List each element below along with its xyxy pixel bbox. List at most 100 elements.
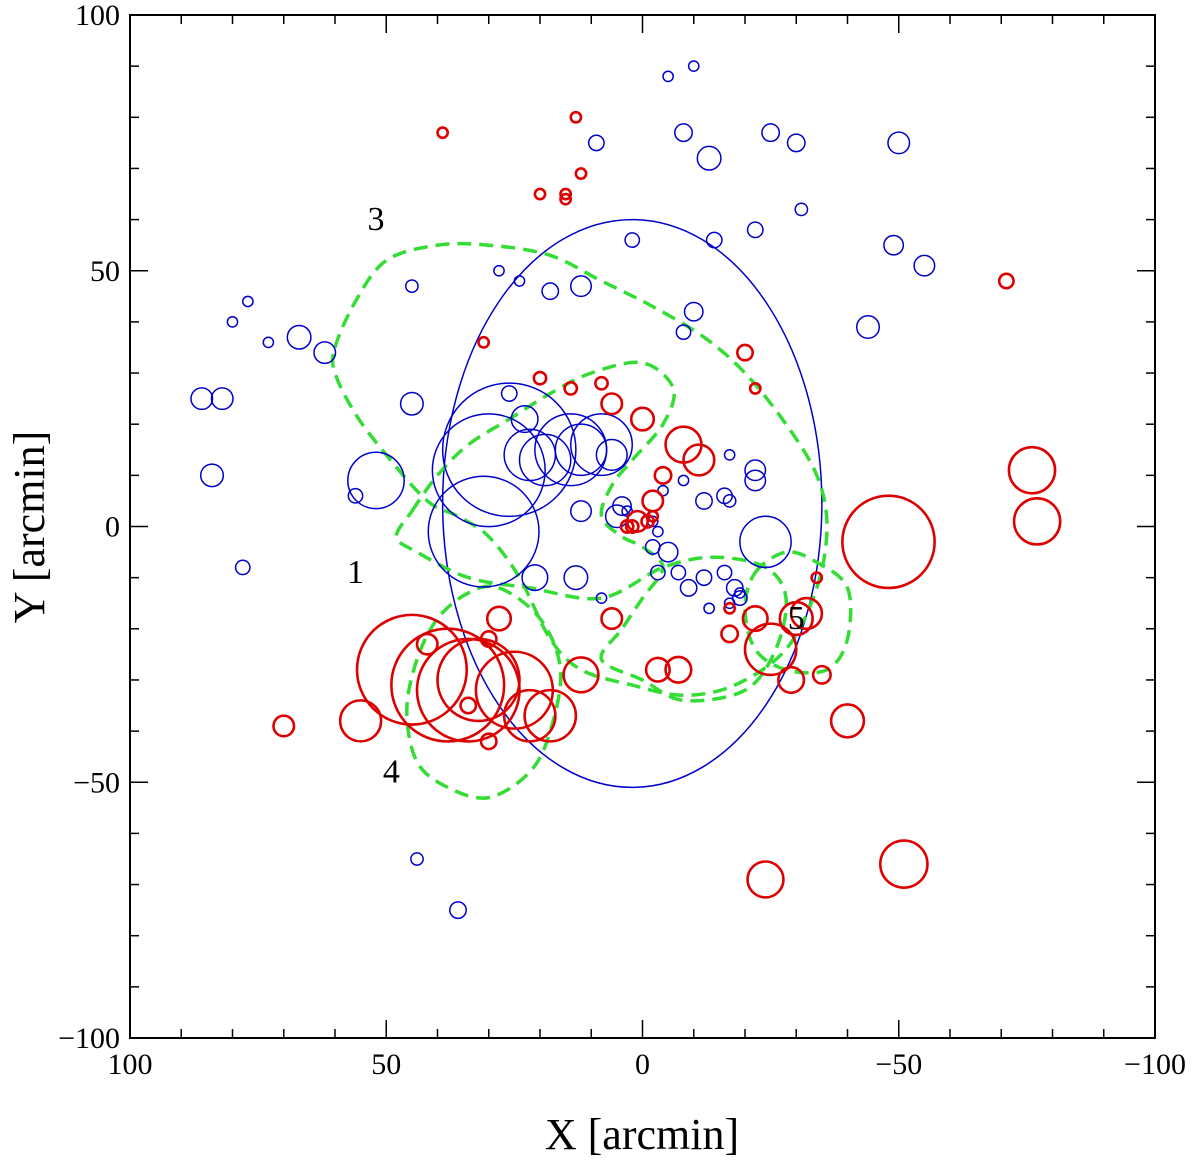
red-source-circle [629, 406, 656, 432]
red-source-circle [355, 613, 469, 726]
red-source-circle [1007, 445, 1057, 495]
region-label-4: 4 [383, 753, 400, 790]
y-tick-label: 100 [75, 0, 120, 32]
cluster-boundary [441, 218, 823, 789]
blue-source-circle [541, 282, 560, 301]
y-axis-title: Y [arcmin] [5, 431, 54, 624]
blue-source-circle [242, 295, 254, 308]
blue-source-circle [855, 314, 881, 340]
red-source-circle [594, 375, 609, 391]
red-source-circle [741, 604, 769, 633]
red-source-circle [532, 370, 548, 386]
blue-source-circle [786, 133, 806, 153]
blue-source-circle [744, 459, 767, 482]
red-source-circle [485, 605, 513, 632]
blue-source-circle [649, 564, 666, 581]
blue-source-circle [725, 578, 744, 597]
red-source-circle [600, 392, 624, 416]
red-source-circle [459, 696, 478, 715]
blue-source-circle [677, 474, 690, 487]
blue-source-circle [683, 301, 704, 322]
red-source-circle [748, 381, 762, 395]
blue-source-circle [695, 491, 713, 510]
blue-source-circle [226, 316, 239, 328]
red-source-circle [723, 601, 737, 615]
red-source-circle [436, 126, 450, 140]
red-source-circle [736, 343, 754, 362]
red-source-circle [811, 664, 832, 685]
red-source-circle [619, 519, 635, 534]
blue-source-circle [510, 405, 539, 434]
red-source-circle [644, 656, 671, 683]
blue-source-circle [503, 428, 557, 482]
red-source-circle [878, 839, 929, 889]
region-4-contour [405, 584, 563, 800]
blue-source-circle [705, 231, 723, 249]
blue-source-circle [199, 463, 225, 488]
labels-layer: 3 1 4 5 [347, 201, 805, 790]
red-source-circle [600, 607, 624, 631]
y-tick-label: −100 [58, 1022, 120, 1055]
y-tick-label: −50 [73, 766, 120, 799]
blue-source-circle [554, 423, 608, 477]
blue-source-circle [883, 234, 905, 256]
blue-source-circle [716, 487, 733, 505]
blue-source-circle [518, 433, 572, 487]
blue-source-circle [731, 590, 748, 607]
red-source-circle [502, 688, 557, 743]
blue-source-circle [887, 131, 911, 155]
blue-source-circle [744, 469, 767, 492]
blue-source-circle [723, 597, 736, 610]
red-source-circle [829, 703, 866, 739]
red-source-circle [562, 656, 600, 694]
red-source-circle [563, 380, 579, 396]
blue-source-circle [687, 60, 700, 73]
red-source-circle [746, 860, 785, 899]
blue-source-circle [716, 564, 733, 581]
contour-layer [330, 241, 853, 800]
blue-source-circle [723, 449, 736, 461]
x-tick-label: 50 [371, 1048, 401, 1081]
blue-source-circle [662, 70, 674, 83]
blue-source-circle [570, 413, 633, 477]
blue-source-circle [913, 254, 936, 277]
x-axis-title: X [arcmin] [545, 1110, 739, 1159]
blue-source-circle [696, 145, 722, 171]
blue-source-circle [521, 564, 549, 592]
red-source-circle [664, 655, 693, 684]
blue-source-circle [190, 387, 214, 411]
region-3-contour [330, 241, 829, 698]
x-tick-label: −50 [875, 1048, 922, 1081]
blue-source-circle [624, 232, 641, 248]
blue-source-circle [734, 587, 746, 599]
blue-source-circle [404, 279, 419, 293]
blue-source-circle [670, 564, 687, 581]
red-source-circle [653, 465, 673, 485]
red-source-circle [574, 167, 588, 180]
blue-source-circle [500, 385, 518, 402]
red-source-circle [523, 688, 578, 743]
blue-source-circle [674, 123, 693, 143]
blue-source-circle [347, 451, 405, 510]
red-source-circle [789, 596, 824, 631]
blue-source-circle [431, 413, 546, 528]
blue-source-circle [695, 569, 713, 587]
blue-source-circle [493, 264, 505, 277]
blue-source-circle [761, 123, 781, 143]
blue-source-circle [347, 487, 364, 504]
red-source-circle [997, 272, 1015, 290]
red-source-circle [479, 732, 498, 751]
blue-source-circle [399, 391, 424, 416]
red-source-circle [720, 624, 740, 644]
blue-source-circle [570, 275, 592, 298]
blue-source-circle [652, 525, 664, 538]
red-source-circle [569, 110, 583, 124]
red-source-circle [646, 509, 660, 523]
blue-source-circle [286, 324, 312, 350]
red-source-circle [778, 600, 814, 637]
x-tick-label: 0 [635, 1048, 650, 1081]
blue-source-circle [513, 275, 526, 287]
blue-source-circle [657, 541, 679, 563]
